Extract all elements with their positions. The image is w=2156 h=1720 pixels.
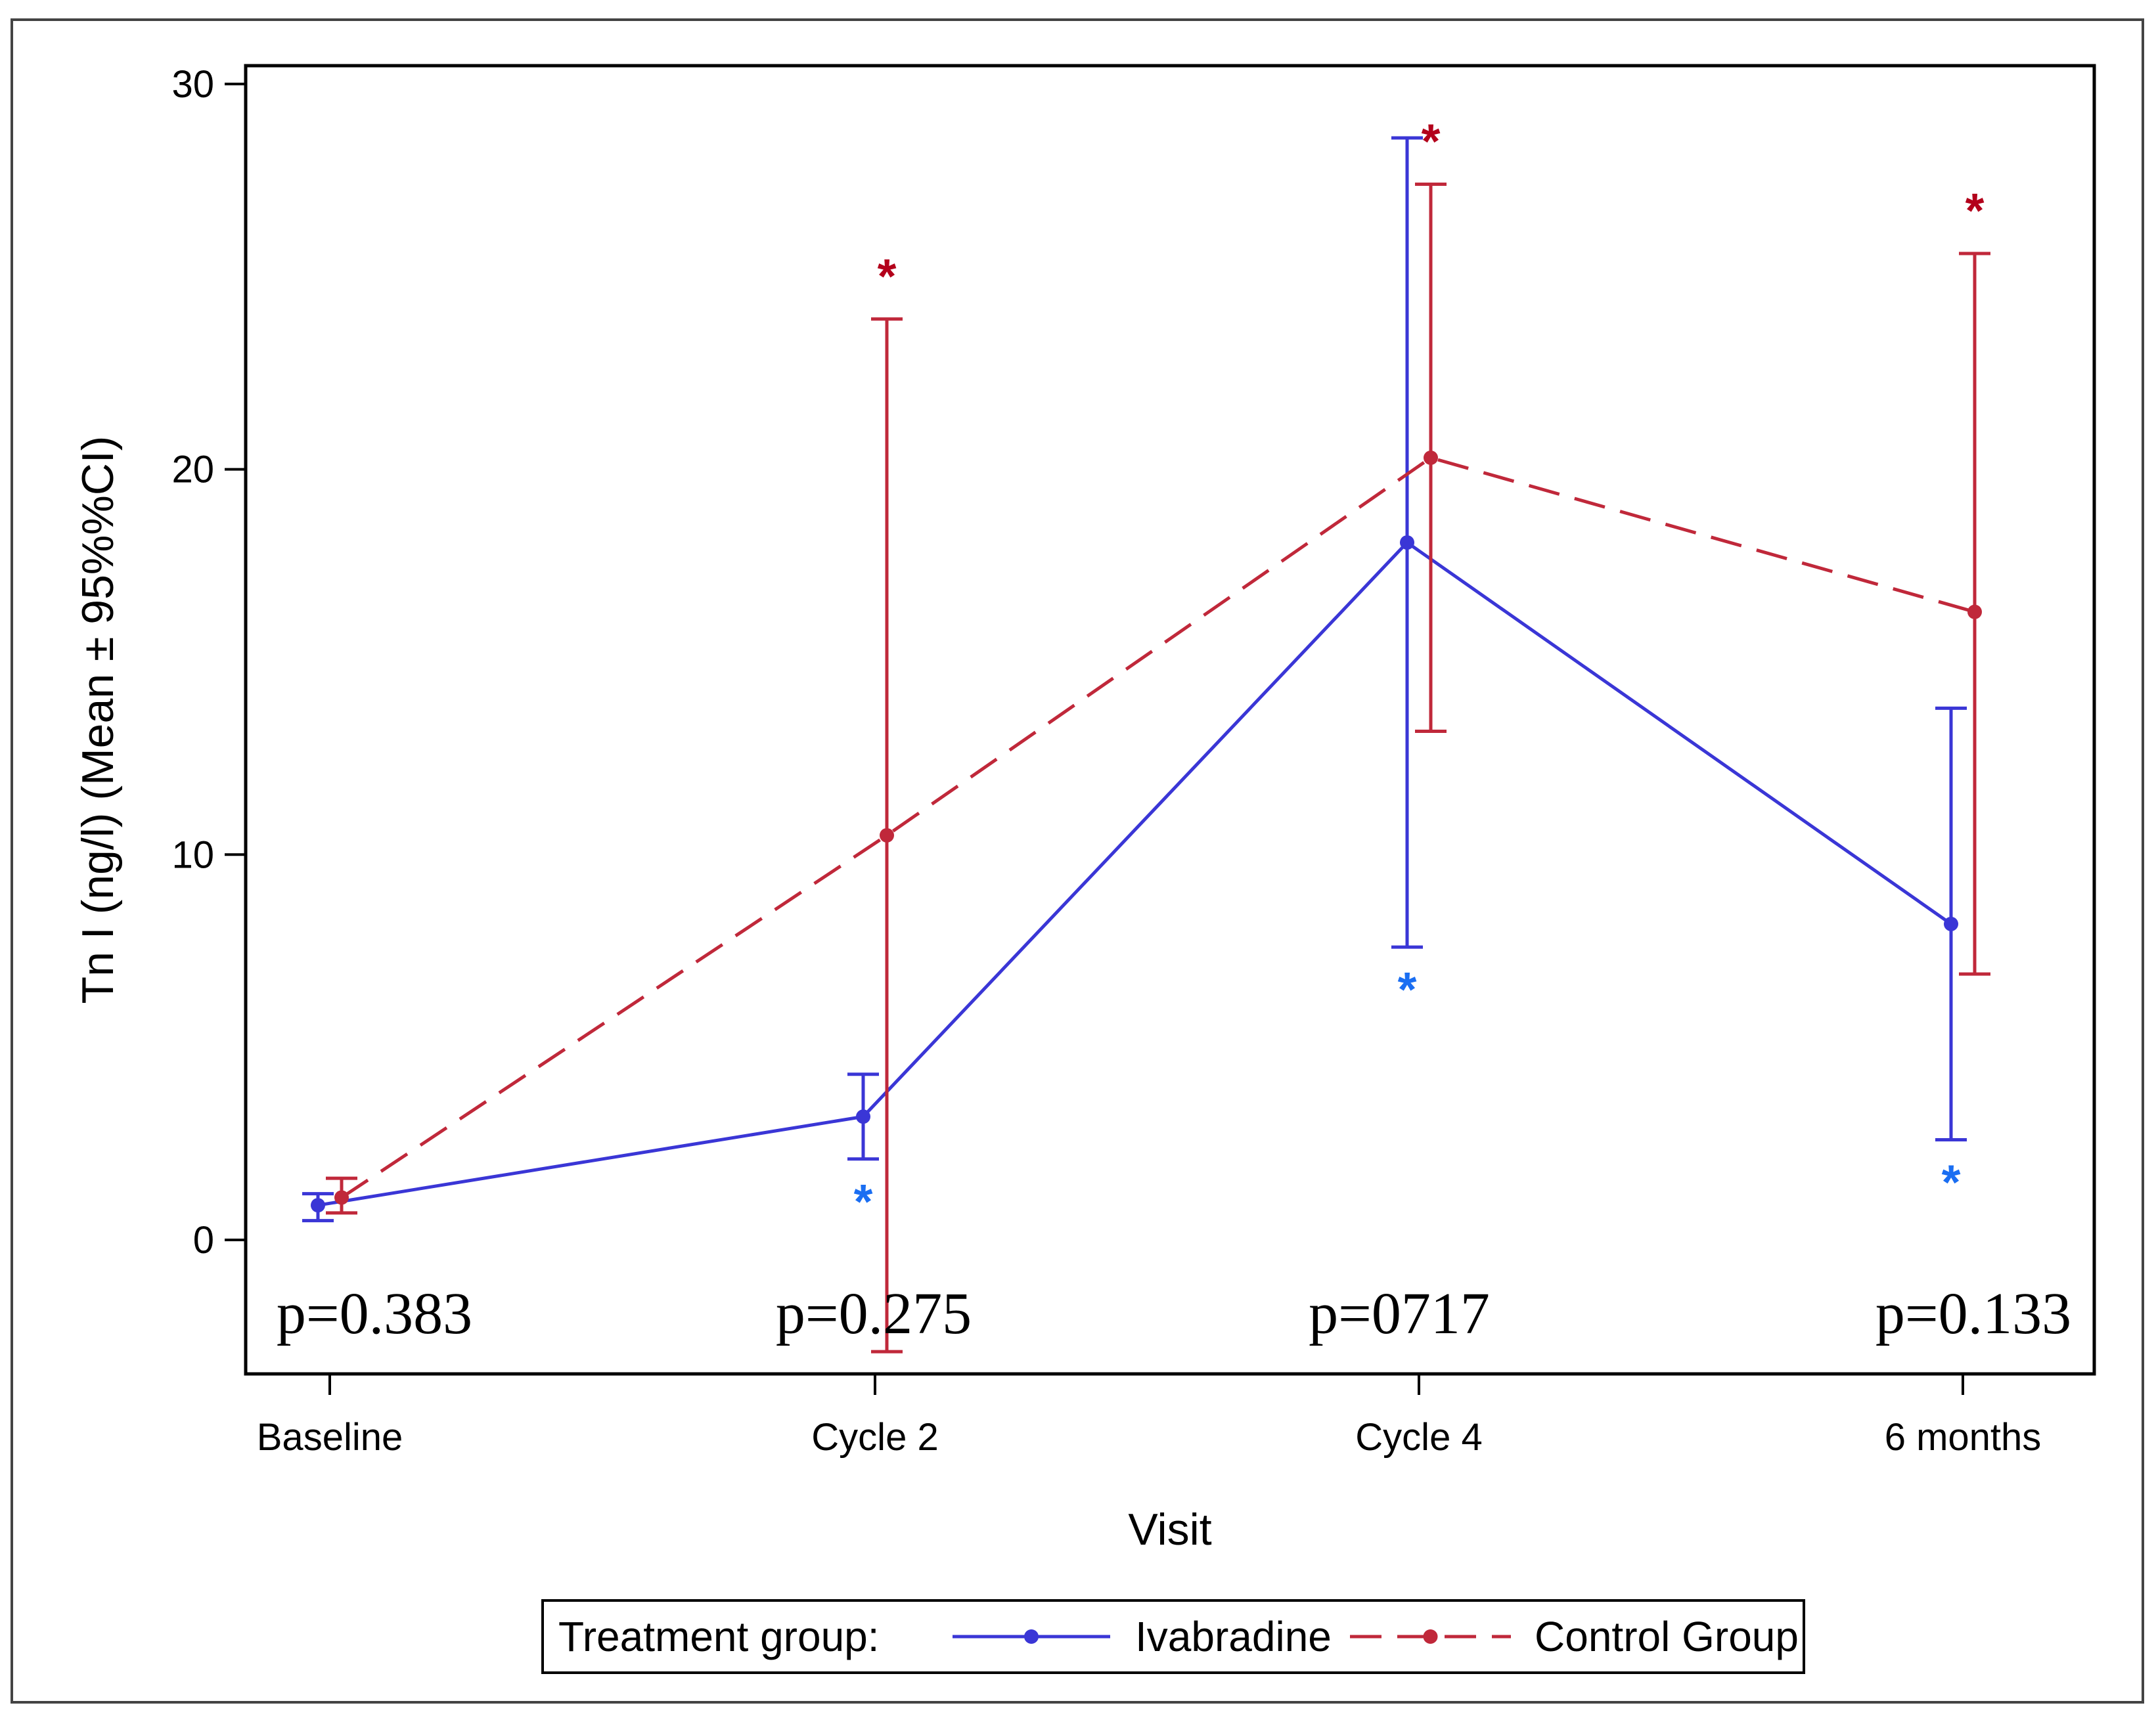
- series-layer: * * * * * *: [302, 114, 1990, 1354]
- data-point: [856, 1109, 870, 1124]
- data-point: [334, 1190, 349, 1205]
- data-point: [1400, 535, 1414, 550]
- p-value-label: p=0.275: [776, 1281, 972, 1346]
- significance-marker: *: [1422, 114, 1441, 168]
- y-tick-label: 10: [171, 833, 214, 876]
- legend-frame: [541, 1599, 1805, 1674]
- plot-area-frame: [244, 64, 2096, 1376]
- legend-swatch-point: [1024, 1629, 1039, 1644]
- legend-entry: Ivabradine: [953, 1613, 1332, 1660]
- legend-entry: Control Group: [1350, 1613, 1799, 1660]
- legend-title: Treatment group:: [558, 1613, 880, 1660]
- p-values-layer: p=0.383 p=0.275 p=0717 p=0.133: [277, 1281, 2071, 1346]
- significance-marker: *: [878, 249, 897, 303]
- series-line: [340, 456, 1975, 1199]
- legend-label: Ivabradine: [1135, 1613, 1332, 1660]
- data-point: [880, 827, 894, 843]
- data-point: [1944, 916, 1958, 931]
- x-tick-label: Cycle 4: [1355, 1416, 1482, 1459]
- x-axis-ticks: Baseline Cycle 2 Cycle 4 6 months: [257, 1374, 2042, 1459]
- series-control-group: * * *: [326, 114, 1990, 1354]
- y-tick-label: 30: [171, 63, 214, 106]
- legend: Treatment group: Ivabradine Control Group: [541, 1599, 1805, 1674]
- significance-marker: *: [1942, 1155, 1961, 1209]
- y-tick-label: 0: [193, 1219, 214, 1262]
- data-point: [311, 1198, 325, 1213]
- series-line: [317, 540, 1952, 1207]
- legend-label: Control Group: [1535, 1613, 1799, 1660]
- data-point: [1967, 604, 1982, 619]
- p-value-label: p=0717: [1309, 1281, 1490, 1346]
- figure-frame: [11, 18, 2144, 1704]
- x-tick-label: Baseline: [257, 1416, 403, 1459]
- y-tick-label: 20: [171, 449, 214, 491]
- significance-marker: *: [1398, 962, 1417, 1017]
- x-tick-label: 6 months: [1885, 1416, 2042, 1459]
- significance-marker: *: [854, 1174, 873, 1229]
- legend-swatch-point: [1423, 1629, 1438, 1644]
- y-axis-title: Tn I (ng/l) (Mean ± 95%%CI): [73, 436, 123, 1004]
- p-value-label: p=0.133: [1875, 1281, 2071, 1346]
- significance-marker: *: [1965, 183, 1985, 238]
- series-ivabradine: * * *: [302, 136, 1967, 1229]
- data-point: [1424, 450, 1438, 465]
- p-value-label: p=0.383: [277, 1281, 472, 1346]
- x-axis-title: Visit: [1128, 1505, 1211, 1555]
- x-tick-label: Cycle 2: [811, 1416, 938, 1459]
- y-axis-ticks: 0 10 20 30: [171, 63, 246, 1262]
